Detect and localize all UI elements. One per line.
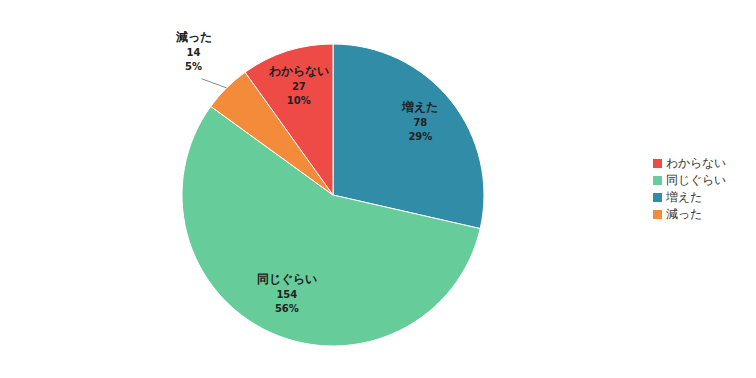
svg-text:わからない2710%: わからない2710% xyxy=(268,64,329,106)
svg-text:同じぐらい15456%: 同じぐらい15456% xyxy=(257,272,317,314)
svg-text:減った145%: 減った145% xyxy=(175,30,212,72)
html-text:わからない: わからない xyxy=(666,156,726,170)
html-text:増えた: 増えた xyxy=(666,190,702,204)
svg-text:増えた7829%: 増えた7829% xyxy=(401,100,438,142)
html-text:同じぐらい: 同じぐらい xyxy=(666,173,726,187)
html-text:減った: 減った xyxy=(666,207,702,221)
